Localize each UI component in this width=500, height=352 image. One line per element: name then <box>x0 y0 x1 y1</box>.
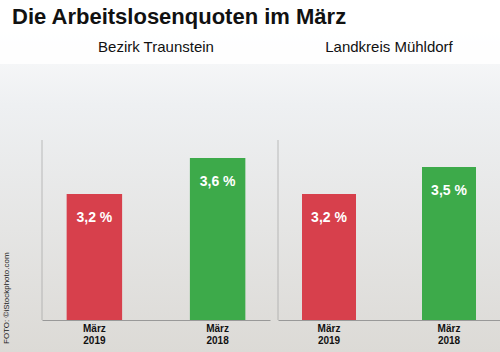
x-tick-label: März2018 <box>206 323 229 346</box>
bars <box>302 167 476 320</box>
x-tick-label: März2019 <box>318 323 341 346</box>
bar <box>190 158 245 320</box>
x-tick-label-line: März <box>438 323 461 334</box>
x-tick-label-line: 2018 <box>206 335 229 346</box>
bar <box>67 194 122 320</box>
x-axis-line <box>279 320 500 321</box>
x-tick: März2018 <box>206 320 229 346</box>
y-range-line <box>278 140 279 320</box>
data-label: 3,2 % <box>311 209 347 225</box>
x-tick: März2019 <box>83 320 106 346</box>
bar <box>422 167 476 320</box>
x-tick-label: März2018 <box>438 323 461 346</box>
x-tick-label-line: März <box>318 323 341 334</box>
panel: Landkreis Mühldorf3,2 %3,5 %März2019März… <box>278 38 500 346</box>
x-axis: März2019März2018 <box>279 320 500 346</box>
x-tick: März2018 <box>438 320 461 346</box>
x-tick-label-line: März <box>206 323 229 334</box>
background <box>0 0 500 352</box>
bar <box>302 194 356 320</box>
x-tick-label: März2019 <box>83 323 106 346</box>
panel: Bezirk Traunstein3,2 %3,6 %März2019März2… <box>42 38 271 346</box>
data-label: 3,6 % <box>200 173 236 189</box>
panel-title: Landkreis Mühldorf <box>325 38 453 55</box>
data-label: 3,5 % <box>431 182 467 198</box>
x-tick-label-line: März <box>83 323 106 334</box>
title: Die Arbeitslosenquoten im März <box>12 4 346 29</box>
chart-root: Die Arbeitslosenquoten im März FOTO: ©iSt… <box>0 0 500 352</box>
data-label: 3,2 % <box>76 209 112 225</box>
y-range-line <box>42 140 43 320</box>
x-axis-line <box>43 320 271 321</box>
bars <box>67 158 246 320</box>
x-tick-label-line: 2019 <box>83 335 106 346</box>
x-tick-label-line: 2018 <box>438 335 461 346</box>
header-band <box>0 0 500 64</box>
x-tick: März2019 <box>318 320 341 346</box>
panel-title: Bezirk Traunstein <box>98 38 214 55</box>
x-axis: März2019März2018 <box>43 320 271 346</box>
x-tick-label-line: 2019 <box>318 335 341 346</box>
credit: FOTO: ©iStockphoto.com <box>2 252 11 344</box>
